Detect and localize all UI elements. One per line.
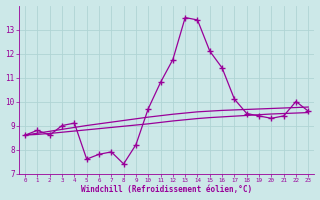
X-axis label: Windchill (Refroidissement éolien,°C): Windchill (Refroidissement éolien,°C)	[81, 185, 252, 194]
